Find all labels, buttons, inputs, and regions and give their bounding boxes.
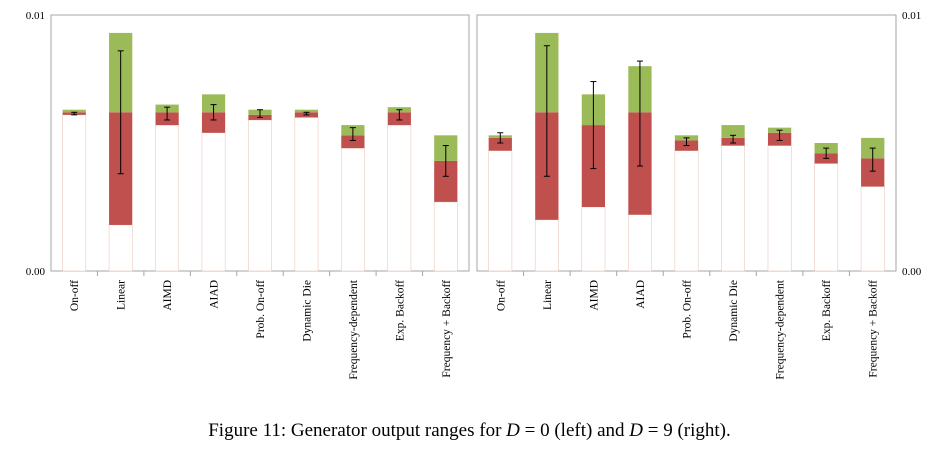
right-bar-base bbox=[534, 219, 559, 272]
right-bar-base bbox=[721, 145, 745, 272]
right-bar-base bbox=[488, 150, 513, 272]
left-category-label: Frequency + Backoff bbox=[441, 280, 453, 378]
right-ytick-label: 0.00 bbox=[902, 266, 922, 278]
left-category-label: On-off bbox=[69, 280, 81, 311]
left-bar-upper bbox=[294, 109, 319, 113]
right-category-label: Dynamic Die bbox=[728, 280, 740, 342]
caption-d1-rest: = 0 (left) and bbox=[519, 420, 630, 441]
right-bar-base bbox=[581, 206, 606, 272]
right-category-label: Frequency + Backoff bbox=[868, 280, 880, 378]
left-bar-lower bbox=[434, 160, 458, 202]
left-bar-base bbox=[248, 119, 272, 272]
right-bar-base bbox=[767, 145, 792, 272]
left-bar-base bbox=[294, 117, 319, 272]
right-bar-lower bbox=[861, 158, 885, 187]
right-bar-base bbox=[814, 163, 839, 272]
left-category-label: Prob. On-off bbox=[255, 280, 267, 339]
left-bar-lower bbox=[341, 135, 365, 149]
left-bar-base bbox=[108, 224, 133, 272]
right-bar-base bbox=[628, 214, 652, 272]
left-bar-base bbox=[340, 147, 365, 272]
right-category-label: Exp. Backoff bbox=[821, 280, 833, 341]
chart-svg: 0.00 0.01 On-off Linear AIMD AIAD Prob. On-off… bbox=[26, 10, 922, 380]
right-category-label: AIMD bbox=[588, 280, 600, 311]
left-ytick-label: 0.01 bbox=[26, 10, 45, 22]
left-bar-base bbox=[387, 124, 412, 272]
left-bar-base bbox=[201, 132, 226, 272]
left-bar-lower bbox=[201, 112, 226, 133]
right-bar-upper bbox=[721, 125, 745, 138]
left-category-label: Exp. Backoff bbox=[394, 280, 406, 341]
caption-d1-var: D bbox=[506, 420, 520, 441]
figure-caption: Figure 11: Generator output ranges for D… bbox=[0, 420, 939, 442]
left-category-label: AIMD bbox=[162, 280, 174, 311]
left-bar-upper bbox=[201, 94, 226, 113]
left-category-label: Linear bbox=[116, 280, 128, 310]
right-bar-base bbox=[860, 186, 885, 272]
left-bar-upper bbox=[62, 109, 86, 113]
right-category-label: Frequency-dependent bbox=[775, 279, 787, 379]
left-bar-base bbox=[155, 124, 180, 272]
right-category-label: AIAD bbox=[635, 280, 647, 309]
left-category-label: Frequency-dependent bbox=[348, 279, 360, 379]
left-category-label: Dynamic Die bbox=[301, 280, 313, 342]
right-category-label: Prob. On-off bbox=[682, 280, 694, 339]
left-category-label: AIAD bbox=[209, 280, 221, 309]
left-bar-base bbox=[62, 114, 87, 272]
caption-d2-var: D bbox=[629, 420, 643, 441]
right-category-label: On-off bbox=[495, 280, 507, 311]
right-bar-lower bbox=[488, 137, 512, 151]
right-bar-base bbox=[674, 150, 699, 272]
right-category-label: Linear bbox=[542, 280, 554, 310]
right-ytick-label: 0.01 bbox=[902, 10, 921, 22]
caption-prefix: Figure 11: Generator output ranges for bbox=[208, 420, 507, 441]
left-ytick-label: 0.00 bbox=[26, 266, 46, 278]
caption-d2-rest: = 9 (right). bbox=[643, 420, 731, 441]
left-bar-base bbox=[433, 201, 458, 272]
